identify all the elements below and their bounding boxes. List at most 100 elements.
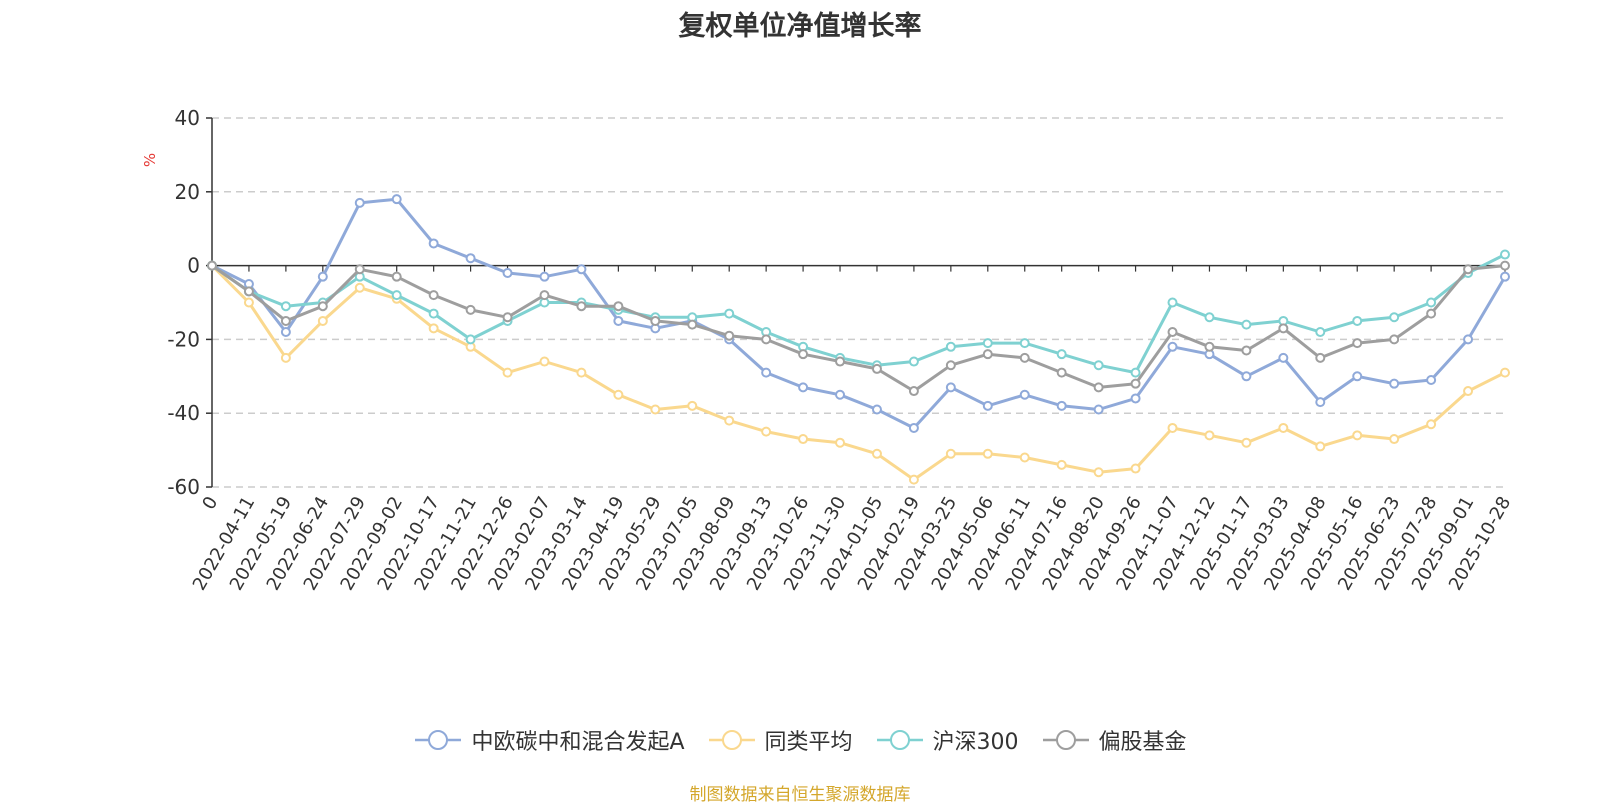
- data-point: [1056, 459, 1067, 470]
- series-1: [207, 194, 1510, 433]
- chart-title: 复权单位净值增长率: [678, 11, 922, 42]
- series-line: [210, 197, 1507, 430]
- legend-label: 同类平均: [764, 730, 853, 755]
- data-point: [1389, 334, 1400, 345]
- data-point: [613, 315, 624, 326]
- data-point: [1352, 371, 1363, 382]
- data-point: [687, 319, 698, 330]
- data-point: [428, 290, 439, 301]
- data-point: [1426, 374, 1437, 385]
- legend-swatch-icon: [415, 730, 462, 750]
- data-point: [1167, 341, 1178, 352]
- data-point: [1056, 400, 1067, 411]
- data-point: [1204, 430, 1215, 441]
- data-point: [354, 282, 365, 293]
- legend-label: 偏股基金: [1098, 730, 1187, 755]
- data-point: [502, 367, 513, 378]
- data-point: [650, 404, 661, 415]
- data-point: [1500, 367, 1510, 378]
- data-point: [761, 334, 772, 345]
- data-point: [945, 382, 956, 393]
- data-point: [835, 437, 846, 448]
- data-point: [1241, 371, 1252, 382]
- series-3: [207, 249, 1510, 378]
- legend-label: 中欧碳中和混合发起A: [471, 730, 685, 755]
- data-point: [280, 352, 291, 363]
- data-point: [1426, 419, 1437, 430]
- data-point: [391, 194, 402, 205]
- data-point: [1056, 367, 1067, 378]
- legend-item[interactable]: 偏股基金: [1041, 724, 1187, 756]
- data-point: [982, 400, 993, 411]
- data-point: [1204, 341, 1215, 352]
- legend-item[interactable]: 同类平均: [707, 724, 853, 756]
- data-point: [465, 304, 476, 315]
- legend-swatch-icon: [708, 730, 755, 750]
- data-point: [724, 415, 735, 426]
- data-point: [1019, 452, 1030, 463]
- data-point: [1019, 389, 1030, 400]
- data-point: [724, 308, 735, 319]
- data-point: [1019, 352, 1030, 363]
- legend-label: 沪深300: [932, 730, 1019, 755]
- y-axis-label: %: [141, 153, 159, 167]
- data-point: [1426, 308, 1437, 319]
- data-point: [576, 301, 587, 312]
- legend-item[interactable]: 中欧碳中和混合发起A: [413, 724, 685, 756]
- data-point: [1167, 327, 1178, 338]
- data-point: [465, 253, 476, 264]
- data-point: [871, 448, 882, 459]
- data-point: [908, 422, 919, 433]
- data-point: [502, 267, 513, 278]
- data-point: [428, 308, 439, 319]
- data-point: [1278, 323, 1289, 334]
- data-point: [613, 389, 624, 400]
- data-point: [1463, 334, 1474, 345]
- data-point: [945, 360, 956, 371]
- data-point: [1315, 397, 1326, 408]
- data-point: [1093, 382, 1104, 393]
- data-point: [871, 363, 882, 374]
- y-tick-label: 0: [187, 254, 200, 278]
- legend-swatch-icon: [876, 730, 923, 750]
- data-point: [982, 338, 993, 349]
- data-point: [1278, 422, 1289, 433]
- data-point: [428, 238, 439, 249]
- data-point: [761, 426, 772, 437]
- data-point: [871, 404, 882, 415]
- legend-swatch-icon: [1042, 730, 1089, 750]
- y-tick-label: -20: [167, 327, 200, 351]
- data-point: [908, 356, 919, 367]
- data-point: [1204, 312, 1215, 323]
- series-4: [207, 260, 1510, 397]
- data-point: [207, 260, 217, 271]
- y-tick-label: 40: [175, 106, 200, 130]
- data-point: [982, 349, 993, 360]
- data-point: [1500, 249, 1510, 260]
- data-point: [1352, 315, 1363, 326]
- data-point: [908, 386, 919, 397]
- legend-item[interactable]: 沪深300: [875, 724, 1019, 756]
- data-point: [1389, 312, 1400, 323]
- data-point: [280, 315, 291, 326]
- data-point: [798, 434, 809, 445]
- y-tick-label: 20: [175, 180, 200, 204]
- data-point: [1463, 386, 1474, 397]
- data-point: [798, 382, 809, 393]
- data-point: [243, 297, 254, 308]
- data-point: [576, 367, 587, 378]
- data-point: [502, 312, 513, 323]
- data-point: [539, 271, 550, 282]
- data-point: [1130, 463, 1141, 474]
- data-point: [1315, 327, 1326, 338]
- data-point: [945, 448, 956, 459]
- data-point: [1315, 352, 1326, 363]
- data-point: [317, 301, 328, 312]
- data-point: [391, 290, 402, 301]
- legend-swatch-marker: [1055, 730, 1076, 750]
- legend-swatch-marker: [428, 730, 449, 750]
- x-tick-label: 0: [198, 493, 222, 513]
- data-point: [1315, 441, 1326, 452]
- data-point: [539, 290, 550, 301]
